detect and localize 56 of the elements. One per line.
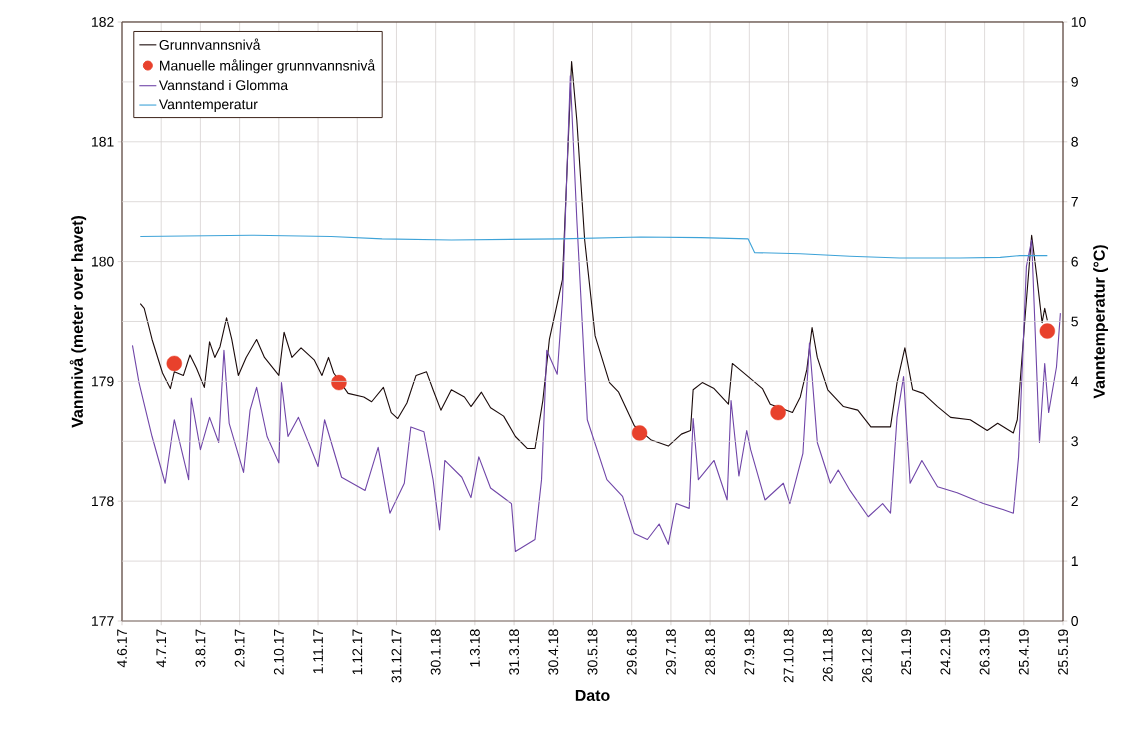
y-tick-label: 182: [92, 17, 114, 27]
x-tick-label: 31.3.18: [509, 629, 520, 675]
y2-tick-label: 10: [1071, 17, 1086, 27]
legend-label: Grunnvannsnivå: [159, 38, 261, 50]
x-tick-label: 26.12.18: [862, 629, 872, 683]
x-tick-label: 27.10.18: [783, 629, 794, 683]
x-tick-label: 4.7.17: [156, 629, 167, 668]
y-tick-label: 181: [92, 136, 114, 147]
x-tick-label: 25.4.19: [1018, 629, 1029, 675]
y2-tick-label: 0: [1071, 616, 1078, 626]
y2-tick-label: 9: [1071, 76, 1078, 87]
y2-tick-label: 3: [1071, 436, 1078, 447]
point: [770, 404, 786, 421]
x-tick-label: 27.9.18: [744, 629, 755, 675]
line-series: [131, 75, 1061, 553]
point: [331, 374, 347, 391]
x-tick-label: 2.9.17: [234, 629, 245, 667]
y-tick-label: 180: [92, 256, 114, 267]
y2-tick-label: 4: [1071, 376, 1079, 387]
x-tick-label: 25.1.19: [901, 629, 912, 675]
y-tick-label: 178: [92, 496, 114, 507]
x-tick-label: 26.3.19: [979, 629, 990, 675]
x-tick-label: 26.11.18: [822, 629, 833, 682]
x-tick-label: 1.11.17: [313, 629, 323, 674]
x-tick-label: 2.10.17: [273, 629, 284, 675]
y2-tick-label: 1: [1071, 556, 1078, 566]
point: [1039, 323, 1056, 339]
y2-tick-label: 8: [1071, 136, 1078, 147]
x-tick-label: 30.1.18: [430, 629, 441, 675]
y2-tick-label: 7: [1071, 196, 1078, 207]
point: [631, 425, 648, 441]
legend-label: Manuelle målinger grunnvannsnivå: [160, 59, 376, 74]
x-tick-label: 31.12.17: [391, 629, 402, 683]
y-tick-label: 177: [92, 616, 114, 626]
y2-tick-label: 6: [1071, 256, 1078, 267]
x-tick-label: 3.8.17: [195, 629, 206, 668]
x-tick-label: 30.5.18: [587, 629, 598, 675]
x-tick-label: 1.3.18: [469, 629, 480, 667]
x-tick-label: 29.7.18: [665, 629, 676, 675]
x-tick-label: 4.6.17: [117, 629, 127, 668]
x-axis-title: Dato: [575, 689, 610, 702]
line-series: [139, 234, 1048, 259]
y2-axis-title: Vanntemperatur (°C): [1093, 245, 1108, 399]
x-tick-label: 24.2.19: [940, 629, 951, 675]
y-axis-title: Vannnivå (meter over havet): [69, 216, 87, 428]
legend-label: Vanntemperatur: [158, 99, 258, 112]
x-tick-label: 30.4.18: [548, 629, 559, 675]
legend-label: Vannstand i Glomma: [158, 79, 289, 91]
point: [166, 355, 182, 372]
y2-tick-label: 5: [1071, 316, 1078, 327]
x-tick-label: 28.8.18: [705, 629, 716, 675]
x-tick-label: 1.12.17: [352, 629, 363, 675]
x-tick-label: 25.5.19: [1058, 629, 1068, 675]
y2-tick-label: 2: [1071, 496, 1078, 507]
x-tick-label: 29.6.18: [626, 629, 637, 675]
y-tick-label: 179: [92, 376, 114, 387]
